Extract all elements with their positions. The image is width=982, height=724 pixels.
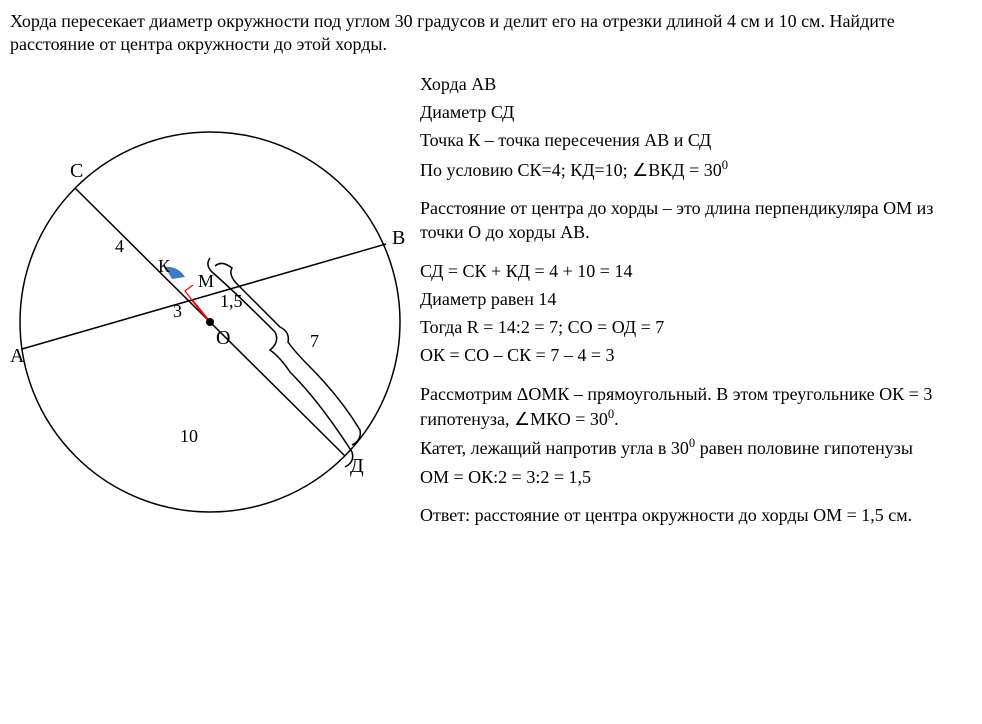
- solution-text: Хорда АВ Диаметр СД Точка К – точка пере…: [420, 72, 972, 531]
- sol-line: Рассмотрим ΔОМК – прямоугольный. В этом …: [420, 382, 972, 432]
- figure-label: 4: [115, 236, 124, 256]
- sol-text: .: [614, 409, 619, 429]
- sol-line: Диаметр СД: [420, 100, 972, 124]
- sol-line: По условию СК=4; КД=10; ∠ВКД = 300: [420, 157, 972, 182]
- figure-label: С: [70, 160, 83, 182]
- content-row: С В A Д К М O 4 3 1,5 7 10 Хорда АВ Диаметр СД Точк…: [10, 72, 972, 557]
- figure-label: 1,5: [220, 291, 243, 311]
- degree-sup: 0: [722, 158, 728, 172]
- center-dot: [206, 318, 214, 326]
- figure-label: O: [216, 327, 230, 349]
- sol-line: Точка К – точка пересечения АВ и СД: [420, 128, 972, 152]
- figure-label: М: [198, 271, 214, 291]
- sol-line: ОК = СО – СК = 7 – 4 = 3: [420, 343, 972, 367]
- sol-line: Катет, лежащий напротив угла в 300 равен…: [420, 435, 972, 460]
- sol-text: Катет, лежащий напротив угла в 30: [420, 438, 689, 458]
- sol-line: Ответ: расстояние от центра окружности д…: [420, 503, 972, 527]
- figure-label: К: [158, 256, 171, 276]
- perpendicular-line: [192, 300, 210, 322]
- sol-line: Диаметр равен 14: [420, 287, 972, 311]
- sol-line: Расстояние от центра до хорды – это длин…: [420, 196, 972, 245]
- sol-line: Тогда R = 14:2 = 7; СО = ОД = 7: [420, 315, 972, 339]
- figure-label: A: [10, 345, 25, 367]
- sol-text: По условию СК=4; КД=10; ∠ВКД = 30: [420, 160, 722, 180]
- sol-text: Рассмотрим ΔОМК – прямоугольный. В этом …: [420, 384, 932, 429]
- chord-line: [22, 244, 386, 349]
- figure-label: Д: [350, 455, 364, 477]
- problem-statement: Хорда пересекает диаметр окружности под …: [10, 10, 972, 57]
- figure-label: 7: [310, 331, 319, 351]
- figure-label: В: [392, 227, 405, 249]
- sol-line: СД = СК + КД = 4 + 10 = 14: [420, 259, 972, 283]
- sol-line: Хорда АВ: [420, 72, 972, 96]
- figure-svg: С В A Д К М O 4 3 1,5 7 10: [10, 72, 420, 552]
- figure-label: 3: [173, 301, 182, 321]
- sol-line: ОМ = ОК:2 = 3:2 = 1,5: [420, 465, 972, 489]
- geometry-figure: С В A Д К М O 4 3 1,5 7 10: [10, 72, 420, 557]
- figure-label: 10: [180, 426, 198, 446]
- sol-text: равен половине гипотенузы: [695, 438, 913, 458]
